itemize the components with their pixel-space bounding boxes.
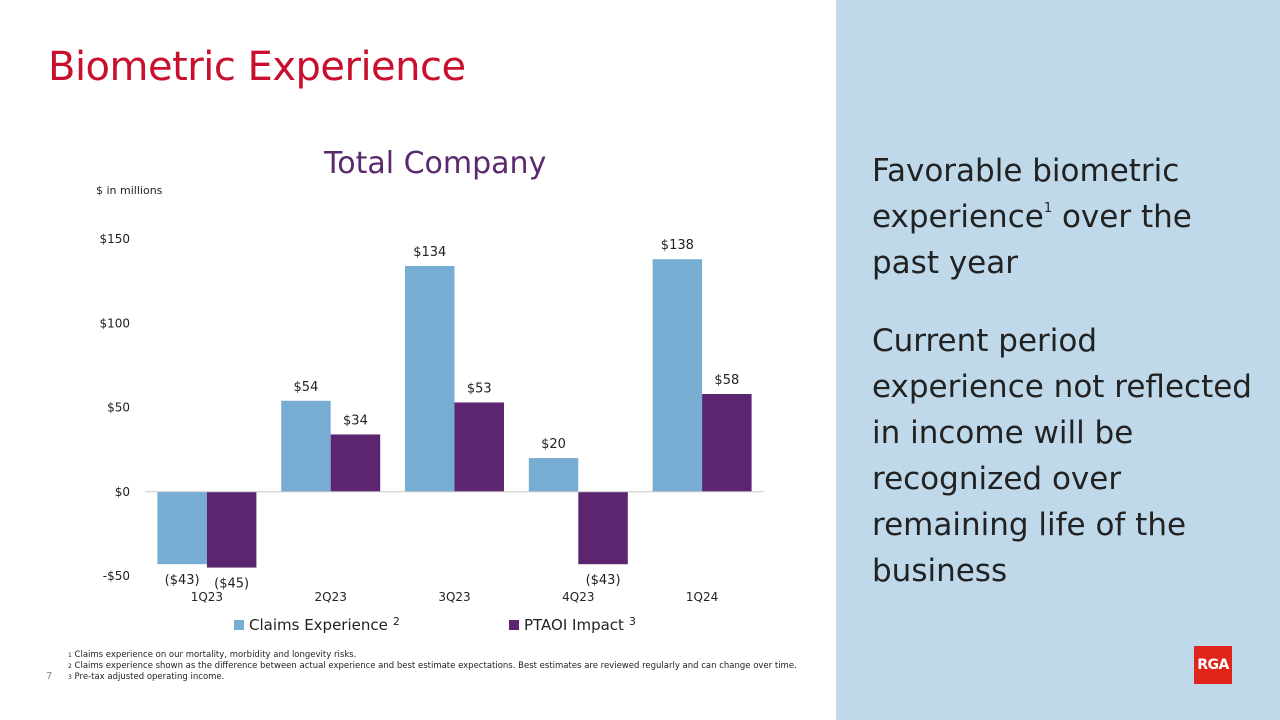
data-label: $34 [343, 413, 368, 428]
bar-claims [405, 265, 455, 492]
bar-ptaoi [578, 491, 628, 565]
panel-paragraph-1: Favorable biometric experience1 over the… [872, 153, 1192, 281]
y-tick-label: $100 [99, 316, 130, 330]
legend-swatch-claims [234, 620, 244, 630]
y-tick-label: $50 [107, 401, 130, 415]
page-number: 7 [46, 671, 53, 682]
x-tick-label: 2Q23 [315, 590, 347, 604]
x-tick-label: 1Q24 [686, 590, 718, 604]
legend-item-claims: Claims Experience 2 [234, 614, 400, 634]
footnotes: 1 Claims experience on our mortality, mo… [68, 650, 820, 683]
units-label: $ in millions [96, 184, 163, 197]
rga-logo: RGA [1194, 646, 1232, 684]
bar-claims [652, 259, 703, 492]
legend-sup-claims: 2 [392, 614, 400, 628]
legend-label-ptaoi: PTAOI Impact [524, 616, 624, 634]
right-panel: Favorable biometric experience1 over the… [836, 0, 1280, 720]
chart-title: Total Company [324, 146, 547, 181]
slide-title: Biometric Experience [48, 44, 466, 90]
x-tick-label: 3Q23 [438, 590, 470, 604]
legend-item-ptaoi: PTAOI Impact 3 [509, 614, 636, 634]
footnote-1: 1 Claims experience on our mortality, mo… [68, 650, 357, 660]
y-tick-label: $0 [115, 485, 130, 499]
legend-label-claims: Claims Experience [249, 616, 388, 634]
panel-paragraph-2: Current period experience not reflected … [872, 323, 1252, 589]
legend-swatch-ptaoi [509, 620, 519, 630]
x-tick-label: 4Q23 [562, 590, 594, 604]
data-label: $134 [413, 245, 446, 260]
legend-sup-ptaoi: 3 [628, 614, 636, 628]
bar-ptaoi [702, 394, 752, 492]
y-tick-label: $150 [99, 232, 130, 246]
footnote-2: 2 Claims experience shown as the differe… [68, 661, 797, 671]
bar-claims [281, 400, 331, 492]
bar-ptaoi [454, 402, 504, 492]
data-label: ($43) [586, 573, 621, 588]
data-label: $53 [467, 381, 492, 396]
bar-claims [157, 491, 207, 565]
data-label: ($43) [165, 573, 200, 588]
bar-claims [528, 458, 579, 492]
data-label: $54 [294, 380, 319, 395]
data-label: $58 [714, 373, 739, 388]
bar-ptaoi [206, 491, 257, 568]
data-label: $20 [541, 437, 566, 452]
footnote-3: 3 Pre-tax adjusted operating income. [68, 672, 225, 682]
x-tick-label: 1Q23 [191, 590, 223, 604]
y-tick-label: -$50 [103, 569, 130, 583]
bar-chart: $150 $100 $50 $0 -$50 ($43) ($45)1Q23 $54 $34 2Q2… [99, 232, 764, 604]
data-label: ($45) [214, 577, 249, 592]
bar-ptaoi [330, 434, 381, 492]
data-label: $138 [661, 238, 694, 253]
